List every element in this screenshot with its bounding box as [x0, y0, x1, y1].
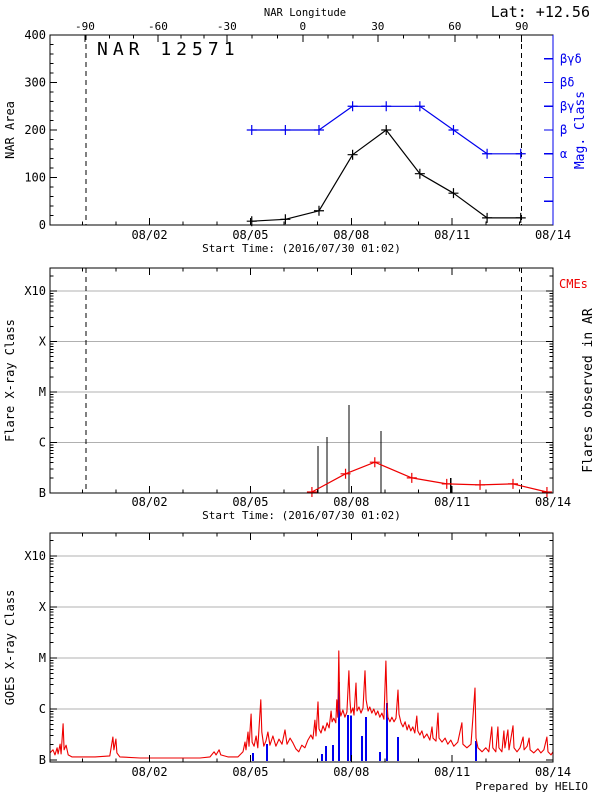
x-tick-label: 08/11 [434, 228, 470, 242]
latitude-label: Lat: +12.56 [491, 3, 590, 21]
mag-class-point [347, 101, 358, 112]
x-tick-label: 08/08 [333, 228, 369, 242]
nar-area-point [381, 125, 392, 135]
x-tick-label: 08/14 [535, 495, 571, 509]
prepared-by-credit: Prepared by HELIO [475, 780, 588, 793]
mag-class-tick-label: β [560, 123, 567, 137]
y-tick-label: 200 [24, 123, 46, 137]
x-axis-title: Start Time: (2016/07/30 01:02) [202, 509, 401, 522]
y-tick-label: C [39, 436, 46, 450]
cme-flux-point [475, 479, 486, 490]
flares-observed-label: Flares observed in AR [581, 308, 596, 473]
x-tick-label: 08/02 [131, 495, 167, 509]
longitude-tick-label: 60 [448, 20, 461, 33]
cme-flux-point [340, 468, 351, 479]
nar-area-point [347, 149, 358, 160]
x-axis-title: Start Time: (2016/07/30 01:02) [202, 242, 401, 255]
cme-flux-line [311, 461, 548, 493]
flare-class-panel: B C M X X10 08/02 08/05 08/08 08/11 08/14 Start Ti… [3, 267, 596, 522]
mag-class-point [280, 125, 291, 135]
cme-flux-point [406, 472, 417, 483]
nar-area-axis-title: NAR Area [3, 101, 17, 159]
x-tick-label: 08/05 [232, 765, 268, 779]
mag-class-point [482, 148, 493, 159]
flare-class-frame [49, 267, 554, 494]
goes-frame [49, 532, 554, 763]
y-tick-label: B [39, 753, 46, 767]
cme-flux-point [541, 486, 552, 497]
y-tick-label: C [39, 702, 46, 716]
x-tick-label: 08/14 [535, 765, 571, 779]
mag-class-tick-label: βδ [560, 76, 574, 90]
mag-class-tick-label: α [560, 147, 567, 161]
x-tick-label: 08/11 [434, 495, 470, 509]
cme-flux-point [507, 478, 518, 489]
goes-class-axis-title: GOES X-ray Class [3, 590, 17, 706]
cme-flux-point [441, 478, 452, 489]
mag-class-point [414, 101, 425, 112]
x-tick-label: 08/02 [131, 228, 167, 242]
nar-area-point [448, 188, 459, 199]
y-tick-label: X10 [24, 284, 46, 298]
goes-panel: B C M X X10 08/02 08/05 08/08 08/11 08/14 GOES X-r… [3, 532, 588, 793]
cme-flux-point [306, 486, 317, 497]
longitude-axis-title: NAR Longitude [264, 7, 346, 19]
cmes-label: CMEs [559, 277, 588, 291]
mag-class-tick-label: βγδ [560, 52, 582, 66]
mag-class-point [313, 125, 324, 135]
nar-area-point [515, 212, 526, 223]
cme-flux-point [369, 457, 380, 468]
y-tick-label: 300 [24, 76, 46, 90]
y-tick-label: 400 [24, 28, 46, 42]
mag-class-axis-title: Mag. Class [573, 91, 588, 169]
nar-area-line [251, 129, 521, 222]
y-tick-label: 100 [24, 171, 46, 185]
x-tick-label: 08/11 [434, 765, 470, 779]
nar-area-point [313, 205, 324, 216]
y-tick-label: X [39, 600, 47, 614]
mag-class-point [381, 101, 392, 112]
nar-area-point [414, 168, 425, 179]
nar-area-point [280, 214, 291, 225]
y-tick-label: M [39, 385, 46, 399]
longitude-tick-label: -60 [148, 20, 168, 33]
longitude-tick-label: 0 [300, 20, 307, 33]
flare-class-axis-title: Flare X-ray Class [3, 319, 17, 442]
x-tick-label: 08/08 [333, 765, 369, 779]
longitude-tick-label: -30 [217, 20, 237, 33]
y-tick-label: 0 [39, 218, 46, 232]
longitude-tick-label: 90 [515, 20, 528, 33]
x-tick-label: 08/05 [232, 495, 268, 509]
x-tick-label: 08/14 [535, 228, 571, 242]
x-tick-label: 08/05 [232, 228, 268, 242]
goes-flux-curve [49, 650, 554, 759]
mag-class-point [448, 125, 459, 135]
y-tick-label: X [39, 335, 47, 349]
y-tick-label: M [39, 651, 46, 665]
x-tick-label: 08/08 [333, 495, 369, 509]
longitude-tick-label: 30 [371, 20, 384, 33]
region-title: NAR 12571 [97, 39, 240, 60]
mag-class-point [515, 148, 526, 159]
nar-area-point [482, 212, 493, 223]
mag-class-point [246, 125, 257, 135]
y-tick-label: X10 [24, 549, 46, 563]
y-tick-label: B [39, 486, 46, 500]
x-tick-label: 08/02 [131, 765, 167, 779]
longitude-tick-label: -90 [75, 20, 95, 33]
mag-class-tick-label: βγ [560, 99, 574, 113]
